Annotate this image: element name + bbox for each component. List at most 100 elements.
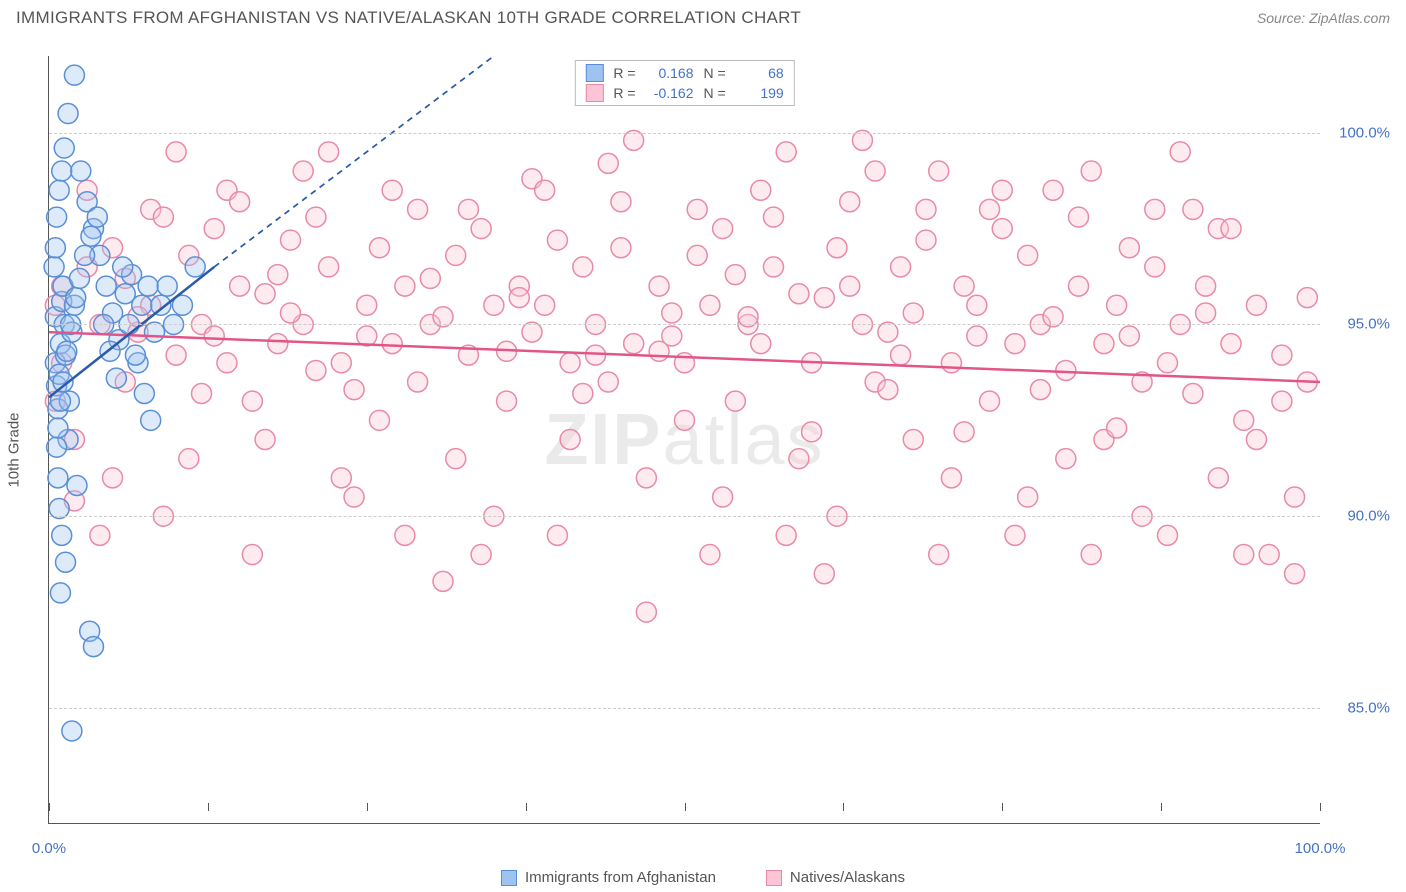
data-point bbox=[662, 326, 682, 346]
data-point bbox=[1246, 295, 1266, 315]
data-point bbox=[230, 276, 250, 296]
data-point bbox=[446, 245, 466, 265]
data-point bbox=[916, 199, 936, 219]
data-point bbox=[255, 284, 275, 304]
data-point bbox=[319, 142, 339, 162]
legend-item: Natives/Alaskans bbox=[766, 869, 905, 886]
data-point bbox=[725, 265, 745, 285]
gridline bbox=[49, 708, 1320, 709]
data-point bbox=[151, 295, 171, 315]
legend-label: Natives/Alaskans bbox=[790, 869, 905, 886]
data-point bbox=[44, 257, 64, 277]
data-point bbox=[573, 257, 593, 277]
data-point bbox=[865, 161, 885, 181]
data-point bbox=[83, 637, 103, 657]
data-point bbox=[992, 219, 1012, 239]
data-point bbox=[776, 525, 796, 545]
data-point bbox=[624, 334, 644, 354]
data-point bbox=[1094, 334, 1114, 354]
chart-title: IMMIGRANTS FROM AFGHANISTAN VS NATIVE/AL… bbox=[16, 8, 801, 28]
data-point bbox=[954, 276, 974, 296]
data-point bbox=[153, 207, 173, 227]
data-point bbox=[81, 226, 101, 246]
y-tick-label: 95.0% bbox=[1330, 316, 1390, 333]
data-point bbox=[1107, 295, 1127, 315]
data-point bbox=[319, 257, 339, 277]
data-point bbox=[138, 276, 158, 296]
x-tick bbox=[49, 803, 50, 811]
data-point bbox=[64, 65, 84, 85]
data-point bbox=[497, 391, 517, 411]
data-point bbox=[1119, 326, 1139, 346]
data-point bbox=[166, 345, 186, 365]
data-point bbox=[1170, 142, 1190, 162]
data-point bbox=[827, 238, 847, 258]
chart-header: IMMIGRANTS FROM AFGHANISTAN VS NATIVE/AL… bbox=[0, 0, 1406, 32]
data-point bbox=[230, 192, 250, 212]
data-point bbox=[58, 104, 78, 124]
x-tick bbox=[1002, 803, 1003, 811]
data-point bbox=[535, 180, 555, 200]
data-point bbox=[306, 360, 326, 380]
legend-item: Immigrants from Afghanistan bbox=[501, 869, 716, 886]
data-point bbox=[1221, 334, 1241, 354]
data-point bbox=[967, 295, 987, 315]
data-point bbox=[611, 238, 631, 258]
data-point bbox=[217, 353, 237, 373]
data-point bbox=[967, 326, 987, 346]
x-tick bbox=[1320, 803, 1321, 811]
x-tick bbox=[367, 803, 368, 811]
data-point bbox=[1030, 380, 1050, 400]
stats-r-value: 0.168 bbox=[646, 65, 694, 81]
data-point bbox=[185, 257, 205, 277]
data-point bbox=[293, 161, 313, 181]
chart-container: 10th Grade ZIPatlas R = 0.168 N = 68 R =… bbox=[48, 56, 1390, 844]
legend-label: Immigrants from Afghanistan bbox=[525, 869, 716, 886]
data-point bbox=[891, 345, 911, 365]
data-point bbox=[560, 430, 580, 450]
data-point bbox=[1018, 487, 1038, 507]
data-point bbox=[242, 545, 262, 565]
data-point bbox=[840, 192, 860, 212]
data-point bbox=[941, 468, 961, 488]
data-point bbox=[192, 383, 212, 403]
data-point bbox=[382, 180, 402, 200]
data-point bbox=[433, 571, 453, 591]
data-point bbox=[1196, 276, 1216, 296]
data-point bbox=[878, 380, 898, 400]
stats-n-value: 68 bbox=[736, 65, 784, 81]
stats-row: R = -0.162 N = 199 bbox=[575, 83, 793, 103]
data-point bbox=[113, 257, 133, 277]
data-point bbox=[560, 353, 580, 373]
data-point bbox=[992, 180, 1012, 200]
data-point bbox=[687, 245, 707, 265]
data-point bbox=[484, 295, 504, 315]
data-point bbox=[929, 161, 949, 181]
data-point bbox=[725, 391, 745, 411]
data-point bbox=[1069, 207, 1089, 227]
stats-r-value: -0.162 bbox=[646, 85, 694, 101]
data-point bbox=[713, 487, 733, 507]
data-point bbox=[70, 268, 90, 288]
data-point bbox=[789, 284, 809, 304]
data-point bbox=[573, 383, 593, 403]
data-point bbox=[1056, 360, 1076, 380]
data-point bbox=[1221, 219, 1241, 239]
data-point bbox=[369, 410, 389, 430]
data-point bbox=[50, 583, 70, 603]
data-point bbox=[598, 153, 618, 173]
x-tick bbox=[526, 803, 527, 811]
data-point bbox=[132, 295, 152, 315]
data-point bbox=[1005, 334, 1025, 354]
data-point bbox=[96, 276, 116, 296]
data-point bbox=[242, 391, 262, 411]
gridline bbox=[49, 516, 1320, 517]
data-point bbox=[369, 238, 389, 258]
data-point bbox=[675, 410, 695, 430]
data-point bbox=[62, 721, 82, 741]
data-point bbox=[179, 449, 199, 469]
data-point bbox=[471, 545, 491, 565]
data-point bbox=[980, 391, 1000, 411]
data-point bbox=[903, 430, 923, 450]
x-tick bbox=[843, 803, 844, 811]
